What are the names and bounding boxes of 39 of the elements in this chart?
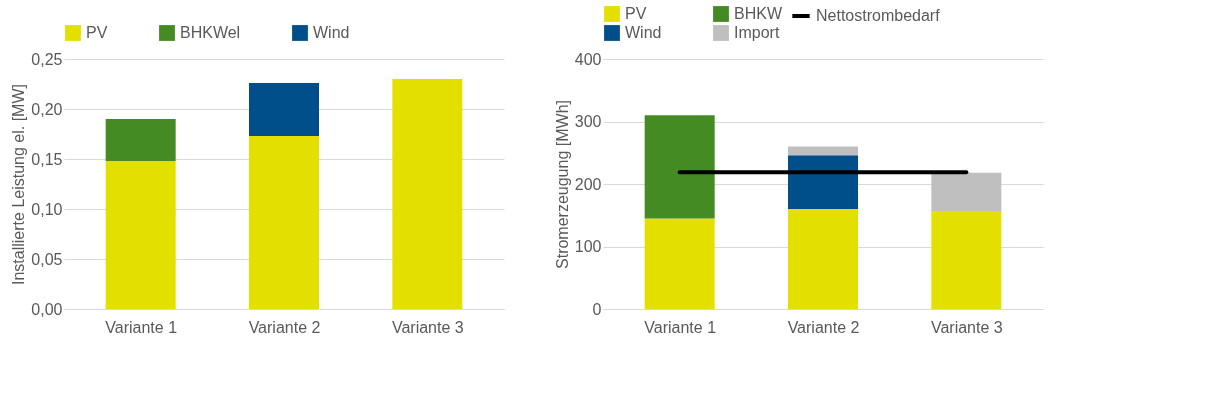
- bar: [644, 115, 715, 219]
- y-tick-label: 200: [574, 175, 602, 193]
- x-tick-label: Variante 1: [105, 318, 178, 336]
- y-tick-label: 0,05: [31, 250, 63, 268]
- y-tick-label: 0,00: [31, 300, 63, 318]
- x-tick-label: Variante 2: [248, 318, 321, 336]
- bar: [788, 155, 858, 209]
- legend-label: Nettostrombedarf: [816, 7, 941, 24]
- legend-label: Wind: [313, 24, 350, 41]
- bar: [249, 136, 319, 309]
- bar: [392, 79, 463, 309]
- bar: [788, 146, 858, 156]
- y-tick-label: 0,10: [31, 200, 63, 218]
- legend-label: Wind: [625, 24, 662, 41]
- legend-label: PV: [625, 5, 647, 22]
- bar: [788, 209, 858, 309]
- legend-label: PV: [86, 24, 108, 41]
- bar: [105, 119, 176, 161]
- y-tick-label: 0,25: [31, 50, 63, 68]
- legend-label: BHKW: [734, 5, 783, 22]
- bar: [644, 218, 715, 309]
- legend-label: Import: [734, 24, 780, 41]
- y-axis-title: Installierte Leistung el. [MW]: [10, 84, 28, 285]
- bar: [105, 161, 176, 309]
- y-tick-label: 300: [574, 113, 602, 130]
- x-tick-label: Variante 1: [644, 318, 717, 336]
- x-tick-label: Variante 2: [787, 318, 860, 336]
- legend-label: BHKWel: [180, 24, 241, 41]
- bar: [931, 172, 1002, 211]
- y-axis-title: Stromerzeugung [MWh]: [553, 100, 571, 269]
- x-tick-label: Variante 3: [391, 318, 464, 336]
- bar: [931, 210, 1002, 309]
- y-tick-label: 0,20: [31, 100, 63, 118]
- bar: [249, 83, 319, 136]
- x-tick-label: Variante 3: [930, 318, 1003, 336]
- y-tick-label: 400: [574, 50, 602, 68]
- y-tick-label: 0,15: [31, 150, 63, 168]
- y-tick-label: 100: [574, 238, 602, 255]
- y-tick-label: 0: [592, 300, 602, 318]
